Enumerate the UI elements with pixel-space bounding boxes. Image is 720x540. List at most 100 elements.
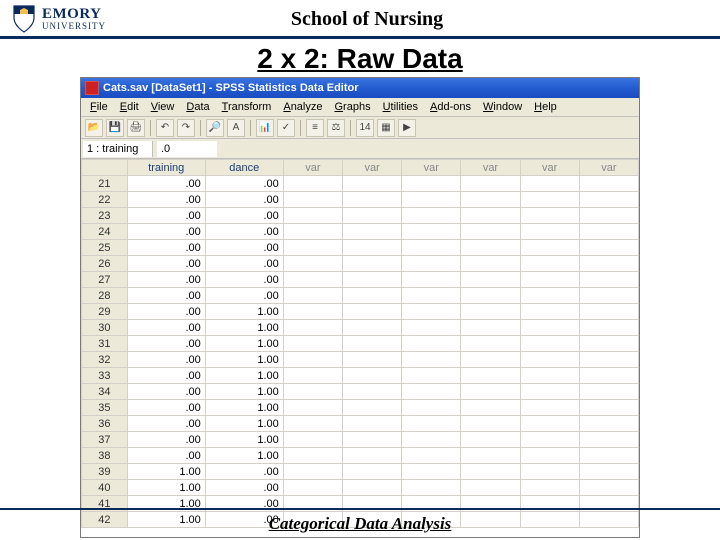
row-header[interactable]: 32 — [82, 352, 128, 368]
empty-cell[interactable] — [342, 464, 401, 480]
empty-cell[interactable] — [402, 320, 461, 336]
empty-cell[interactable] — [579, 448, 638, 464]
data-cell[interactable]: .00 — [127, 384, 205, 400]
empty-cell[interactable] — [579, 288, 638, 304]
row-header[interactable]: 25 — [82, 240, 128, 256]
data-cell[interactable]: 1.00 — [205, 400, 283, 416]
menu-graphs[interactable]: Graphs — [329, 100, 375, 114]
empty-cell[interactable] — [402, 272, 461, 288]
empty-cell[interactable] — [579, 272, 638, 288]
empty-cell[interactable] — [520, 336, 579, 352]
empty-cell[interactable] — [342, 368, 401, 384]
data-cell[interactable]: .00 — [127, 272, 205, 288]
empty-cell[interactable] — [342, 208, 401, 224]
empty-cell[interactable] — [579, 368, 638, 384]
empty-cell[interactable] — [579, 480, 638, 496]
empty-cell[interactable] — [520, 240, 579, 256]
empty-cell[interactable] — [461, 320, 520, 336]
empty-cell[interactable] — [520, 272, 579, 288]
row-header[interactable]: 21 — [82, 176, 128, 192]
empty-cell[interactable] — [402, 336, 461, 352]
run-icon[interactable]: ▶ — [398, 119, 416, 137]
empty-cell[interactable] — [283, 480, 342, 496]
data-cell[interactable]: .00 — [127, 208, 205, 224]
empty-cell[interactable] — [520, 304, 579, 320]
empty-cell[interactable] — [283, 416, 342, 432]
empty-cell[interactable] — [402, 368, 461, 384]
empty-cell[interactable] — [579, 400, 638, 416]
value-icon[interactable]: 14 — [356, 119, 374, 137]
row-header[interactable]: 29 — [82, 304, 128, 320]
data-cell[interactable]: .00 — [127, 192, 205, 208]
menu-data[interactable]: Data — [181, 100, 214, 114]
menu-analyze[interactable]: Analyze — [278, 100, 327, 114]
empty-cell[interactable] — [342, 336, 401, 352]
row-header[interactable]: 27 — [82, 272, 128, 288]
empty-cell[interactable] — [342, 272, 401, 288]
data-cell[interactable]: .00 — [205, 256, 283, 272]
save-icon[interactable]: 💾 — [106, 119, 124, 137]
empty-cell[interactable] — [461, 272, 520, 288]
empty-cell[interactable] — [461, 192, 520, 208]
empty-cell[interactable] — [402, 304, 461, 320]
empty-cell[interactable] — [520, 448, 579, 464]
empty-cell[interactable] — [342, 352, 401, 368]
empty-cell[interactable] — [283, 176, 342, 192]
data-cell[interactable]: .00 — [127, 288, 205, 304]
empty-cell[interactable] — [579, 224, 638, 240]
empty-cell[interactable] — [283, 224, 342, 240]
empty-cell[interactable] — [461, 384, 520, 400]
empty-cell[interactable] — [579, 432, 638, 448]
row-header[interactable]: 38 — [82, 448, 128, 464]
data-cell[interactable]: 1.00 — [205, 304, 283, 320]
empty-cell[interactable] — [520, 176, 579, 192]
data-cell[interactable]: .00 — [205, 464, 283, 480]
cell-value[interactable]: .0 — [157, 141, 217, 157]
row-header[interactable]: 36 — [82, 416, 128, 432]
empty-cell[interactable] — [520, 400, 579, 416]
data-cell[interactable]: .00 — [127, 240, 205, 256]
data-cell[interactable]: 1.00 — [205, 320, 283, 336]
empty-cell[interactable] — [402, 448, 461, 464]
data-cell[interactable]: .00 — [127, 224, 205, 240]
empty-cell[interactable] — [283, 368, 342, 384]
empty-cell[interactable] — [283, 400, 342, 416]
empty-cell[interactable] — [461, 240, 520, 256]
empty-cell[interactable] — [342, 192, 401, 208]
row-header[interactable]: 40 — [82, 480, 128, 496]
empty-cell[interactable] — [283, 208, 342, 224]
data-grid-area[interactable]: trainingdancevarvarvarvarvarvar 21.00.00… — [81, 159, 639, 537]
empty-cell[interactable] — [402, 256, 461, 272]
empty-cell[interactable] — [283, 320, 342, 336]
empty-cell[interactable] — [461, 480, 520, 496]
data-cell[interactable]: .00 — [127, 336, 205, 352]
empty-cell[interactable] — [402, 352, 461, 368]
data-cell[interactable]: .00 — [127, 400, 205, 416]
empty-cell[interactable] — [402, 208, 461, 224]
empty-cell[interactable] — [283, 288, 342, 304]
data-cell[interactable]: 1.00 — [127, 480, 205, 496]
corner-cell[interactable] — [82, 160, 128, 176]
data-cell[interactable]: .00 — [205, 192, 283, 208]
empty-cell[interactable] — [342, 432, 401, 448]
data-cell[interactable]: 1.00 — [205, 432, 283, 448]
empty-cell[interactable] — [520, 192, 579, 208]
goto-icon[interactable]: 🔎 — [206, 119, 224, 137]
data-cell[interactable]: 1.00 — [205, 416, 283, 432]
data-cell[interactable]: 1.00 — [205, 368, 283, 384]
data-cell[interactable]: .00 — [205, 176, 283, 192]
data-cell[interactable]: .00 — [127, 448, 205, 464]
empty-cell[interactable] — [579, 240, 638, 256]
data-cell[interactable]: .00 — [205, 224, 283, 240]
empty-cell[interactable] — [461, 208, 520, 224]
data-cell[interactable]: .00 — [205, 208, 283, 224]
empty-cell[interactable] — [283, 352, 342, 368]
empty-cell[interactable] — [461, 304, 520, 320]
data-cell[interactable]: .00 — [127, 432, 205, 448]
column-var-4[interactable]: var — [520, 160, 579, 176]
empty-cell[interactable] — [283, 336, 342, 352]
empty-cell[interactable] — [342, 256, 401, 272]
row-header[interactable]: 33 — [82, 368, 128, 384]
find-icon[interactable]: A — [227, 119, 245, 137]
empty-cell[interactable] — [461, 464, 520, 480]
